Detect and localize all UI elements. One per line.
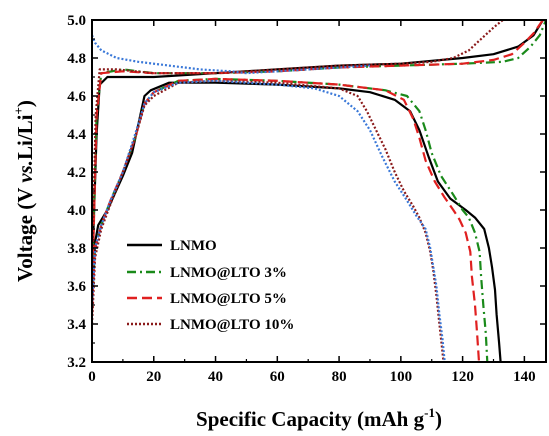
y-axis-title-italic: vs.: [13, 160, 37, 183]
legend: LNMO LNMO@LTO 3% LNMO@LTO 5% LNMO@LTO 10…: [127, 238, 294, 333]
x-tick-label: 80: [332, 369, 347, 385]
y-tick-label: 5.0: [67, 13, 86, 29]
series-4-discharge-curve: [92, 79, 446, 362]
x-tick-label: 20: [146, 369, 161, 385]
x-tick-label: 100: [390, 369, 413, 385]
x-axis-title-sup: -1: [424, 405, 435, 420]
y-axis-title-close: ): [13, 100, 37, 107]
y-tick-label: 3.6: [67, 279, 86, 295]
x-tick-label: 140: [513, 369, 536, 385]
y-axis-title-mid: Li/Li: [13, 114, 37, 160]
x-tick-label: 0: [88, 369, 96, 385]
x-axis-title-close: ): [435, 407, 442, 431]
legend-label-lto3: LNMO@LTO 3%: [170, 265, 287, 281]
y-axis-title-sup: +: [11, 107, 26, 114]
y-tick-label: 4.4: [67, 127, 86, 143]
series-4-charge-curve: [92, 34, 371, 75]
y-tick-label: 3.8: [67, 241, 86, 257]
x-tick-label: 60: [270, 369, 285, 385]
series-1-charge-curve: [92, 20, 546, 296]
curves-layer: [92, 20, 546, 362]
axis-ticks: 0 20 40 60 80 100 120 140 3.2 3.4 3.6 3.8 4.0 4.2 4.4 4…: [67, 13, 546, 385]
series-3-charge-curve: [92, 20, 504, 287]
y-tick-label: 3.2: [67, 355, 86, 371]
x-tick-label: 40: [208, 369, 223, 385]
series-2-charge-curve: [92, 20, 544, 315]
y-tick-label: 4.6: [67, 89, 86, 105]
legend-label-lto5: LNMO@LTO 5%: [170, 291, 287, 307]
y-tick-label: 4.8: [67, 51, 86, 67]
plot-frame: [91, 19, 547, 363]
x-axis-title-main: Specific Capacity (mAh g: [196, 407, 425, 431]
y-tick-label: 4.2: [67, 165, 86, 181]
y-tick-label: 4.0: [67, 203, 86, 219]
series-3-discharge-curve: [92, 79, 445, 362]
series-0-discharge-curve: [92, 81, 502, 362]
legend-label-lto10: LNMO@LTO 10%: [170, 317, 294, 333]
x-axis-title: Specific Capacity (mAh g-1): [196, 405, 442, 431]
y-axis-title: Voltage (V vs.Li/Li+): [11, 100, 37, 282]
y-tick-label: 3.4: [67, 317, 86, 333]
legend-label-lnmo: LNMO: [170, 238, 217, 254]
y-axis-title-pre: Voltage (V: [13, 183, 37, 282]
x-tick-label: 120: [451, 369, 474, 385]
series-1-discharge-curve: [92, 77, 489, 362]
